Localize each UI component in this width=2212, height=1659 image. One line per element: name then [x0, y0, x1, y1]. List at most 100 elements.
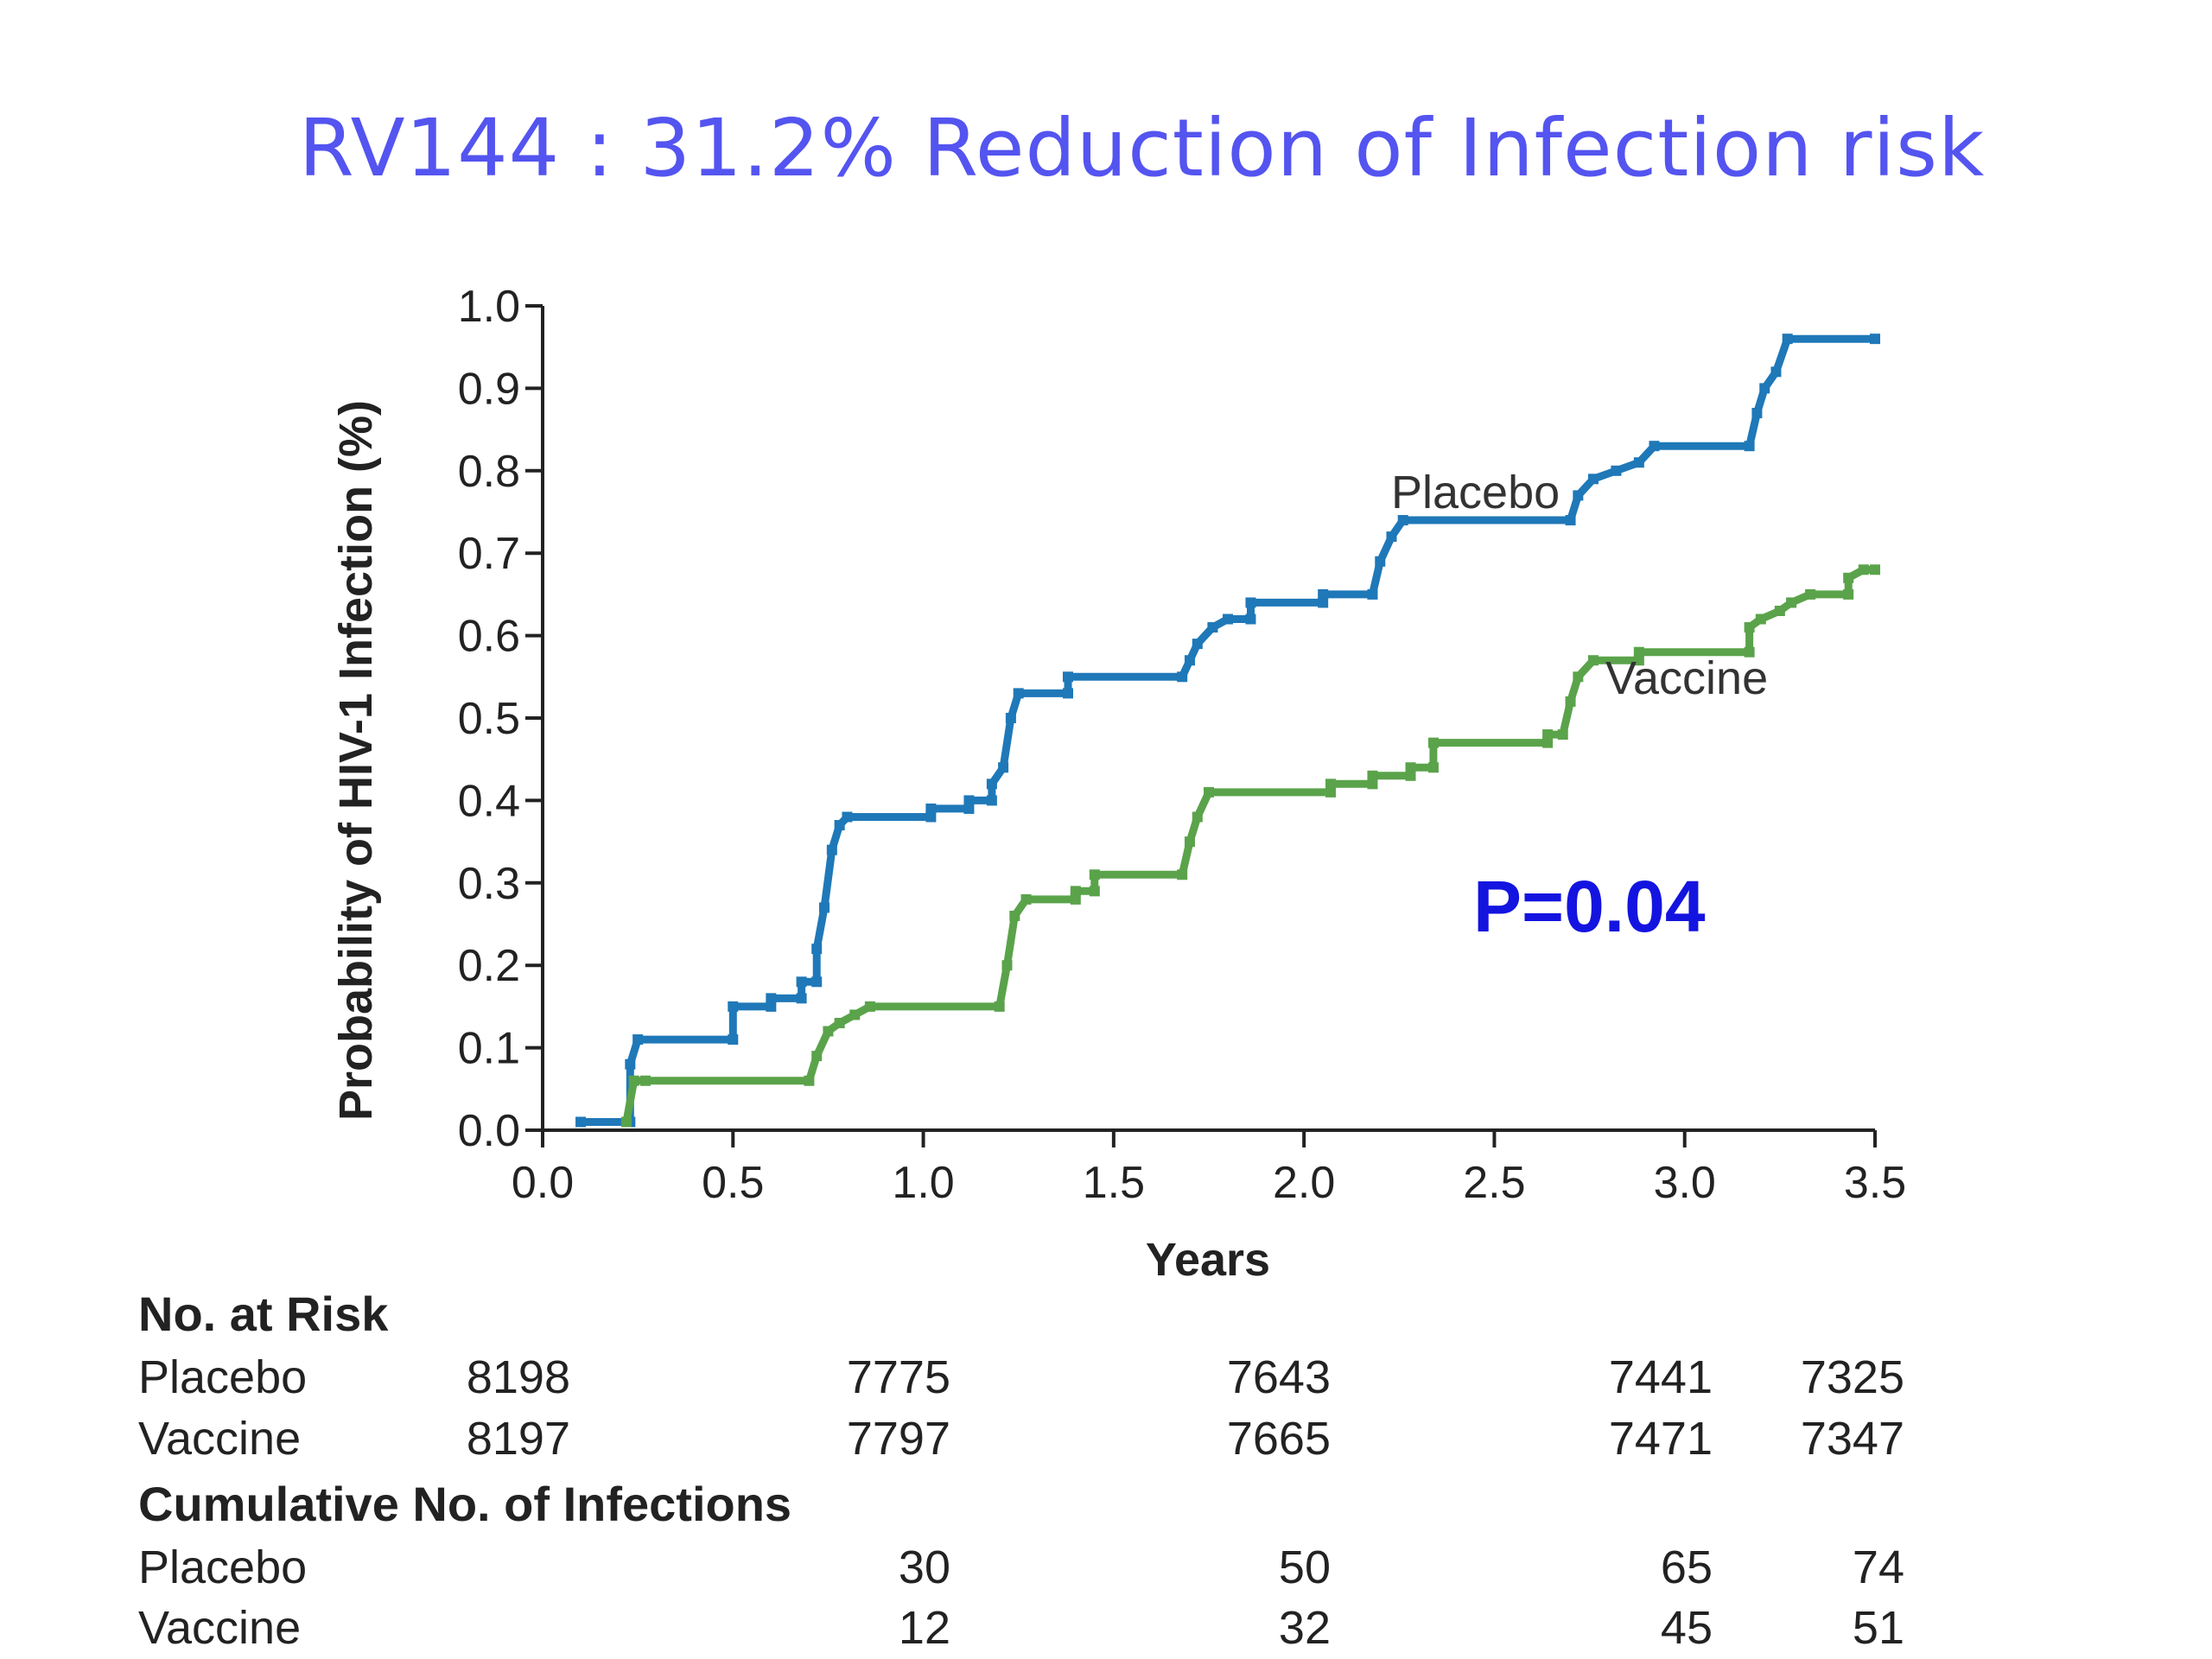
censor-mark-placebo: [1367, 588, 1378, 600]
censor-mark-vaccine: [1089, 869, 1100, 880]
censor-mark-vaccine: [1325, 779, 1336, 790]
censor-mark-placebo: [632, 1034, 644, 1046]
censor-mark-placebo: [986, 795, 997, 806]
risk-cell: 50: [1278, 1541, 1331, 1593]
censor-mark-placebo: [925, 811, 937, 823]
censor-mark-placebo: [766, 993, 777, 1004]
y-tick-label: 0.3: [458, 859, 520, 909]
risk-cell: 74: [1852, 1541, 1904, 1593]
chart-series: [575, 334, 1880, 1128]
censor-mark-vaccine: [804, 1075, 815, 1086]
censor-mark-vaccine: [1089, 886, 1100, 897]
censor-mark-vaccine: [1805, 588, 1816, 600]
censor-mark-vaccine: [1573, 671, 1584, 683]
risk-cell: 32: [1278, 1602, 1331, 1654]
risk-row-label: Vaccine: [138, 1602, 302, 1654]
risk-cell: 7325: [1800, 1351, 1904, 1403]
censor-mark-placebo: [1184, 655, 1195, 666]
censor-mark-placebo: [925, 803, 937, 814]
risk-cell: 7775: [846, 1351, 950, 1403]
censor-mark-vaccine: [1755, 613, 1766, 625]
censor-mark-placebo: [796, 976, 807, 988]
risk-cell: 7441: [1608, 1351, 1713, 1403]
x-tick-label: 2.0: [1273, 1158, 1335, 1208]
x-tick-label: 1.0: [892, 1158, 954, 1208]
censor-mark-vaccine: [823, 1026, 834, 1037]
y-tick-label: 0.5: [458, 694, 520, 744]
y-tick-label: 0.0: [458, 1106, 520, 1156]
censor-mark-vaccine: [1587, 655, 1599, 666]
y-tick-label: 1.0: [458, 282, 520, 332]
censor-mark-placebo: [1375, 556, 1386, 567]
censor-mark-placebo: [766, 1001, 777, 1012]
censor-mark-vaccine: [811, 1051, 823, 1062]
censor-mark-placebo: [1207, 622, 1218, 633]
censor-mark-vaccine: [1744, 646, 1755, 658]
censor-mark-placebo: [1611, 465, 1622, 476]
censor-mark-vaccine: [1184, 836, 1195, 848]
censor-mark-placebo: [1587, 474, 1599, 485]
x-axis-title: Years: [1146, 1234, 1270, 1286]
x-tick-label: 0.5: [702, 1158, 764, 1208]
censor-mark-vaccine: [834, 1017, 845, 1028]
censor-mark-vaccine: [1542, 729, 1554, 741]
censor-mark-vaccine: [994, 1001, 1005, 1012]
censor-mark-placebo: [986, 779, 997, 790]
series-label-placebo: Placebo: [1391, 467, 1560, 518]
censor-mark-placebo: [1573, 490, 1584, 501]
risk-cell: 7471: [1608, 1413, 1713, 1465]
censor-mark-vaccine: [1633, 655, 1644, 666]
series-line-placebo: [581, 334, 1875, 1126]
censor-mark-placebo: [1770, 366, 1782, 378]
censor-mark-vaccine: [620, 1116, 632, 1128]
censor-mark-placebo: [1782, 334, 1793, 345]
censor-mark-placebo: [998, 762, 1009, 773]
y-tick-label: 0.4: [458, 776, 520, 826]
x-tick-label: 1.5: [1083, 1158, 1145, 1208]
x-tick-label: 3.0: [1654, 1158, 1716, 1208]
censor-mark-placebo: [1005, 713, 1016, 723]
censor-mark-vaccine: [1786, 597, 1797, 608]
risk-cell: 7665: [1226, 1413, 1331, 1465]
censor-mark-vaccine: [628, 1075, 639, 1086]
risk-cell: 7643: [1226, 1351, 1331, 1403]
censor-mark-placebo: [963, 795, 975, 806]
censor-mark-placebo: [811, 976, 823, 988]
censor-mark-vaccine: [1427, 737, 1439, 748]
censor-mark-vaccine: [1405, 770, 1416, 781]
y-tick-label: 0.2: [458, 941, 520, 991]
censor-mark-placebo: [1397, 515, 1408, 526]
y-tick-label: 0.6: [458, 612, 520, 662]
risk-cell: 8197: [466, 1413, 570, 1465]
risk-cell: 12: [898, 1602, 950, 1654]
censor-mark-vaccine: [1774, 605, 1785, 616]
censor-mark-vaccine: [1565, 696, 1576, 707]
x-tick-label: 2.5: [1463, 1158, 1525, 1208]
risk-cell: 7347: [1800, 1413, 1904, 1465]
censor-mark-vaccine: [1009, 910, 1020, 921]
y-axis-title: Probability of HIV-1 Infection (%): [330, 400, 382, 1121]
censor-mark-placebo: [796, 993, 807, 1004]
censor-mark-placebo: [1192, 639, 1203, 650]
chart-axes: 0.0 0.5 1.0 1.5 2.0 2.5 3.0 3.5 0.0 0.1 0.2 0.3 0.4 0…: [458, 282, 1906, 1208]
censor-mark-vaccine: [1001, 960, 1013, 971]
censor-mark-placebo: [1013, 688, 1024, 699]
censor-mark-vaccine: [1367, 779, 1378, 790]
censor-mark-vaccine: [1405, 762, 1416, 773]
y-tick-label: 0.1: [458, 1024, 520, 1074]
censor-mark-placebo: [1177, 671, 1188, 683]
censor-mark-placebo: [575, 1116, 587, 1128]
risk-cell: 45: [1660, 1602, 1713, 1654]
censor-mark-vaccine: [1070, 893, 1081, 905]
censor-mark-vaccine: [864, 1001, 875, 1012]
censor-mark-vaccine: [1633, 646, 1644, 658]
risk-cell: 51: [1852, 1602, 1904, 1654]
censor-mark-placebo: [625, 1058, 636, 1070]
risk-heading-infections: Cumulative No. of Infections: [138, 1477, 792, 1531]
censor-mark-vaccine: [1870, 564, 1880, 575]
censor-mark-placebo: [826, 844, 837, 855]
censor-mark-vaccine: [1843, 572, 1854, 583]
censor-mark-vaccine: [1204, 786, 1214, 798]
censor-mark-placebo: [1633, 457, 1644, 468]
